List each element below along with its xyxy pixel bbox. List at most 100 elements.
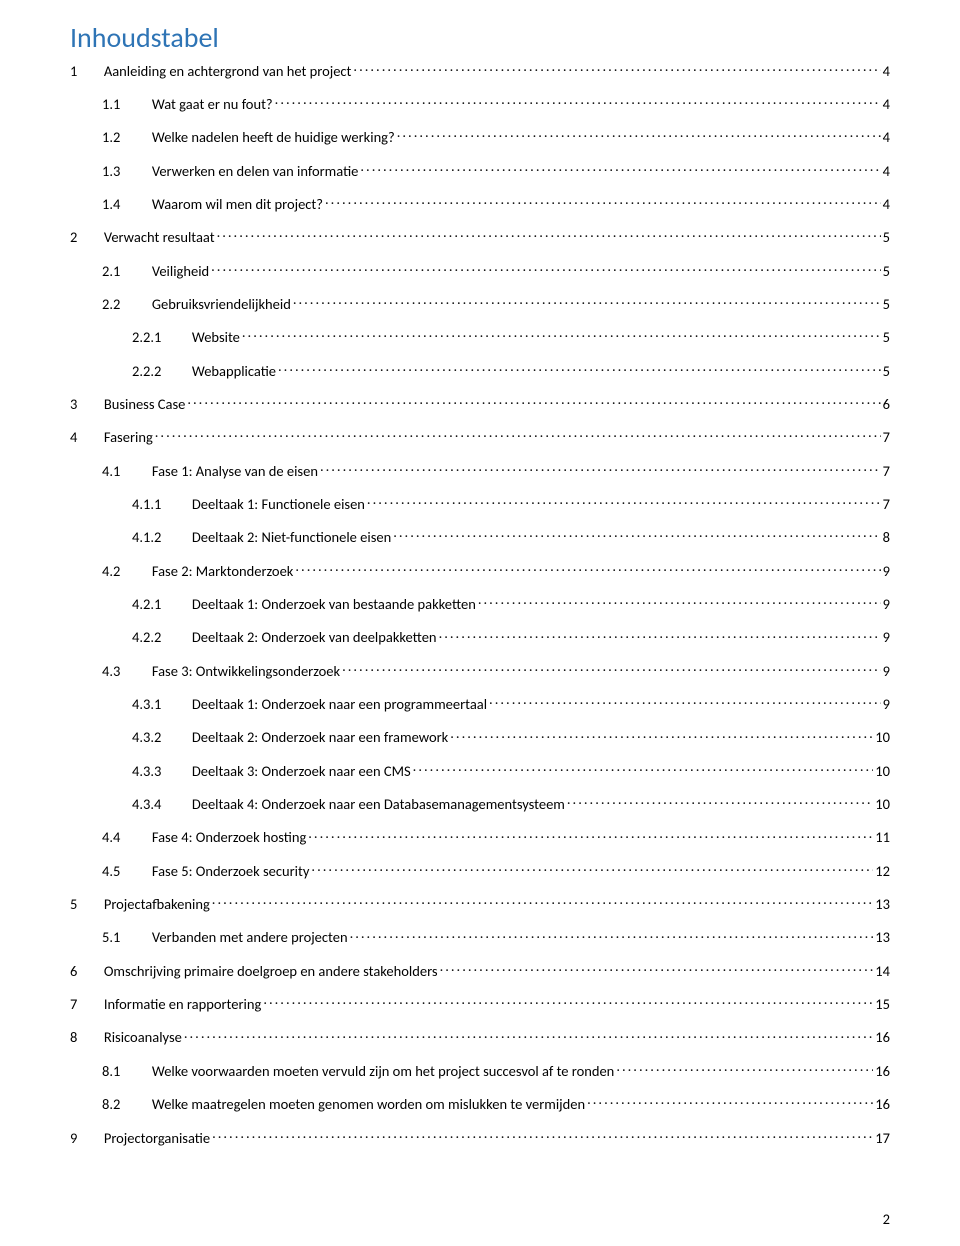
toc-entry-page: 4	[883, 62, 890, 81]
toc-entry-page: 8	[883, 528, 890, 547]
toc-entry-text: Welke voorwaarden moeten vervuld zijn om…	[142, 1062, 614, 1081]
toc-entry[interactable]: 4.3.4 Deeltaak 4: Onderzoek naar een Dat…	[70, 795, 890, 814]
toc-entry[interactable]: 4.1 Fase 1: Analyse van de eisen 7	[70, 461, 890, 480]
toc-entry-number: 2.2.1	[132, 328, 182, 347]
toc-entry[interactable]: 4.4 Fase 4: Onderzoek hosting 11	[70, 828, 890, 847]
toc-entry[interactable]: 4.3.3 Deeltaak 3: Onderzoek naar een CMS…	[70, 761, 890, 780]
toc-entry[interactable]: 2.2 Gebruiksvriendelijkheid 5	[70, 294, 890, 313]
toc-leader-dots	[295, 561, 880, 576]
toc-entry-text: Fase 2: Marktonderzoek	[142, 562, 293, 581]
toc-entry[interactable]: 2.1 Veiligheid 5	[70, 261, 890, 280]
toc-entry-page: 9	[883, 628, 890, 647]
toc-entry-number: 1.2	[102, 128, 142, 147]
toc-entry[interactable]: 6 Omschrijving primaire doelgroep en and…	[70, 961, 890, 980]
toc-leader-dots	[275, 94, 881, 109]
toc-entry[interactable]: 4.3.1 Deeltaak 1: Onderzoek naar een pro…	[70, 695, 890, 714]
toc-entry[interactable]: 4.2.1 Deeltaak 1: Onderzoek van bestaand…	[70, 595, 890, 614]
toc-entry-page: 9	[883, 695, 890, 714]
toc-entry[interactable]: 8 Risicoanalyse 16	[70, 1028, 890, 1047]
toc-entry[interactable]: 1.3 Verwerken en delen van informatie 4	[70, 161, 890, 180]
toc-entry-text: Waarom wil men dit project?	[142, 195, 323, 214]
toc-entry-number: 2.1	[102, 262, 142, 281]
toc-entry-number: 1.4	[102, 195, 142, 214]
toc-leader-dots	[325, 194, 881, 209]
toc-leader-dots	[242, 328, 881, 343]
toc-entry-text: Omschrijving primaire doelgroep en ander…	[94, 962, 438, 981]
toc-entry-text: Fase 1: Analyse van de eisen	[142, 462, 318, 481]
toc-entry[interactable]: 1.4 Waarom wil men dit project? 4	[70, 194, 890, 213]
toc-entry-text: Business Case	[94, 395, 185, 414]
toc-entry-page: 13	[875, 895, 890, 914]
toc-leader-dots	[211, 261, 881, 276]
toc-entry[interactable]: 4.2 Fase 2: Marktonderzoek 9	[70, 561, 890, 580]
toc-leader-dots	[489, 695, 881, 710]
toc-leader-dots	[184, 1028, 873, 1043]
toc-entry[interactable]: 2.2.2 Webapplicatie 5	[70, 361, 890, 380]
document-page: Inhoudstabel 1 Aanleiding en achtergrond…	[0, 0, 960, 1246]
toc-entry-number: 2	[70, 228, 94, 247]
toc-leader-dots	[587, 1095, 873, 1110]
toc-entry-page: 5	[883, 228, 890, 247]
toc-entry-text: Verwerken en delen van informatie	[142, 162, 358, 181]
toc-entry[interactable]: 3 Business Case 6	[70, 394, 890, 413]
toc-leader-dots	[278, 361, 881, 376]
toc-leader-dots	[320, 461, 881, 476]
toc-entry[interactable]: 2 Verwacht resultaat 5	[70, 228, 890, 247]
toc-entry-page: 6	[883, 395, 890, 414]
toc-entry-text: Deeltaak 2: Niet-functionele eisen	[182, 528, 391, 547]
toc-entry-page: 13	[875, 928, 890, 947]
toc-entry[interactable]: 8.1 Welke voorwaarden moeten vervuld zij…	[70, 1061, 890, 1080]
toc-entry-text: Fase 3: Ontwikkelingsonderzoek	[142, 662, 340, 681]
toc-entry-text: Veiligheid	[142, 262, 209, 281]
toc-leader-dots	[360, 161, 880, 176]
toc-entry-page: 9	[883, 662, 890, 681]
toc-entry[interactable]: 4.3.2 Deeltaak 2: Onderzoek naar een fra…	[70, 728, 890, 747]
toc-entry-number: 1	[70, 62, 94, 81]
toc-entry-page: 16	[875, 1028, 890, 1047]
toc-leader-dots	[342, 661, 881, 676]
toc-entry[interactable]: 1 Aanleiding en achtergrond van het proj…	[70, 61, 890, 80]
toc-entry[interactable]: 9 Projectorganisatie 17	[70, 1128, 890, 1147]
toc-entry[interactable]: 4.1.1 Deeltaak 1: Functionele eisen 7	[70, 494, 890, 513]
toc-entry[interactable]: 4.1.2 Deeltaak 2: Niet-functionele eisen…	[70, 528, 890, 547]
toc-entry[interactable]: 4.5 Fase 5: Onderzoek security 12	[70, 861, 890, 880]
toc-entry[interactable]: 4 Fasering 7	[70, 428, 890, 447]
toc-entry[interactable]: 2.2.1 Website 5	[70, 328, 890, 347]
toc-entry-page: 9	[883, 562, 890, 581]
toc-entry[interactable]: 5.1 Verbanden met andere projecten 13	[70, 928, 890, 947]
toc-leader-dots	[616, 1061, 873, 1076]
toc-entry[interactable]: 5 Projectafbakening 13	[70, 895, 890, 914]
toc-entry[interactable]: 8.2 Welke maatregelen moeten genomen wor…	[70, 1095, 890, 1114]
page-number: 2	[883, 1210, 890, 1228]
toc-entry[interactable]: 1.2 Welke nadelen heeft de huidige werki…	[70, 128, 890, 147]
toc-entry-page: 17	[875, 1129, 890, 1148]
toc-entry-text: Wat gaat er nu fout?	[142, 95, 273, 114]
toc-entry-number: 4.1	[102, 462, 142, 481]
toc-entry-page: 10	[875, 728, 890, 747]
toc-entry-page: 12	[875, 862, 890, 881]
toc-entry-text: Webapplicatie	[182, 362, 276, 381]
toc-entry[interactable]: 4.3 Fase 3: Ontwikkelingsonderzoek 9	[70, 661, 890, 680]
toc-entry-text: Deeltaak 2: Onderzoek naar een framework	[182, 728, 448, 747]
toc-entry-text: Verbanden met andere projecten	[142, 928, 348, 947]
toc-entry-text: Risicoanalyse	[94, 1028, 182, 1047]
toc-entry-page: 7	[883, 428, 890, 447]
toc-leader-dots	[155, 428, 881, 443]
toc-entry-page: 4	[883, 162, 890, 181]
toc-entry-number: 8	[70, 1028, 94, 1047]
toc-leader-dots	[440, 961, 874, 976]
toc-entry-page: 14	[875, 962, 890, 981]
toc-entry[interactable]: 1.1 Wat gaat er nu fout? 4	[70, 94, 890, 113]
toc-entry-number: 4.2.2	[132, 628, 182, 647]
toc-entry-number: 4.1.1	[132, 495, 182, 514]
toc-entry[interactable]: 4.2.2 Deeltaak 2: Onderzoek van deelpakk…	[70, 628, 890, 647]
toc-entry-number: 5.1	[102, 928, 142, 947]
toc-list: 1 Aanleiding en achtergrond van het proj…	[70, 61, 890, 1147]
toc-entry-text: Fasering	[94, 428, 153, 447]
toc-entry-text: Projectorganisatie	[94, 1129, 210, 1148]
toc-entry[interactable]: 7 Informatie en rapportering 15	[70, 995, 890, 1014]
toc-leader-dots	[367, 494, 881, 509]
toc-entry-number: 1.1	[102, 95, 142, 114]
toc-leader-dots	[397, 128, 881, 143]
toc-entry-page: 10	[875, 762, 890, 781]
